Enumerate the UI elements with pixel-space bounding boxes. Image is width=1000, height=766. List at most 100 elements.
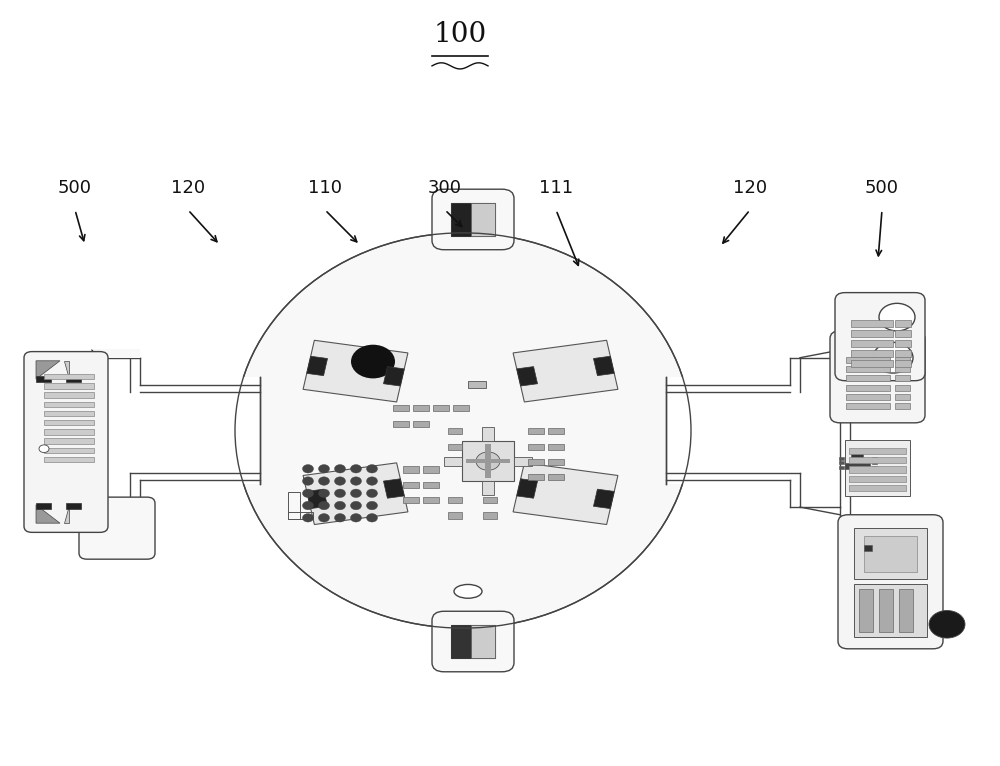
Bar <box>44 383 94 388</box>
Bar <box>393 421 409 427</box>
Circle shape <box>351 345 395 378</box>
Circle shape <box>303 501 314 510</box>
Bar <box>849 448 906 454</box>
Bar <box>44 457 94 462</box>
Bar <box>44 429 94 434</box>
Bar <box>451 625 495 658</box>
Bar <box>448 428 462 434</box>
Circle shape <box>367 513 378 522</box>
Bar <box>851 360 893 367</box>
Circle shape <box>351 501 362 510</box>
Bar <box>895 350 911 357</box>
Bar <box>851 320 893 327</box>
Circle shape <box>351 513 362 522</box>
Bar <box>851 350 893 357</box>
Polygon shape <box>64 505 69 523</box>
Bar <box>895 360 911 367</box>
Bar <box>528 428 544 434</box>
Bar <box>44 392 94 398</box>
Bar <box>485 444 491 478</box>
Bar <box>448 444 462 450</box>
Bar <box>849 485 906 491</box>
Bar <box>513 340 618 402</box>
Bar <box>854 529 927 579</box>
Bar <box>288 492 300 519</box>
Bar <box>895 394 910 400</box>
Bar <box>462 441 514 481</box>
Circle shape <box>351 464 362 473</box>
Circle shape <box>319 501 330 510</box>
Circle shape <box>335 476 346 486</box>
Bar <box>895 375 910 381</box>
Bar <box>36 376 51 382</box>
Circle shape <box>929 611 965 638</box>
Bar <box>851 453 863 463</box>
Bar <box>44 374 94 379</box>
Bar <box>895 340 911 347</box>
FancyBboxPatch shape <box>79 497 155 559</box>
Text: 111: 111 <box>539 178 573 197</box>
Bar <box>593 356 614 375</box>
Bar <box>453 405 469 411</box>
Bar <box>845 440 910 496</box>
Bar <box>846 375 890 381</box>
Bar <box>846 385 890 391</box>
Bar <box>423 466 439 473</box>
Bar <box>879 589 893 632</box>
Polygon shape <box>36 505 60 523</box>
Bar <box>403 497 419 503</box>
Bar <box>471 203 495 236</box>
Bar <box>413 405 429 411</box>
Polygon shape <box>36 361 60 379</box>
Bar <box>872 457 877 460</box>
Circle shape <box>39 445 49 453</box>
Bar <box>548 428 564 434</box>
Bar <box>303 463 408 525</box>
Circle shape <box>476 452 500 470</box>
Bar <box>66 503 81 509</box>
Bar <box>839 461 844 464</box>
Circle shape <box>303 476 314 486</box>
Bar <box>548 444 564 450</box>
Circle shape <box>303 464 314 473</box>
Text: 120: 120 <box>733 178 767 197</box>
Text: 500: 500 <box>865 178 899 197</box>
Bar <box>403 482 419 488</box>
Bar <box>448 512 462 519</box>
Circle shape <box>319 476 330 486</box>
Bar <box>851 340 893 347</box>
Bar <box>66 376 81 382</box>
Bar <box>448 497 462 503</box>
Bar <box>444 457 462 466</box>
Bar <box>854 584 927 637</box>
Bar <box>849 476 906 482</box>
Bar <box>859 589 873 632</box>
Bar <box>483 512 497 519</box>
Bar <box>471 625 495 658</box>
FancyBboxPatch shape <box>24 352 108 532</box>
Bar <box>307 489 328 509</box>
Bar <box>849 457 906 463</box>
Circle shape <box>335 513 346 522</box>
FancyBboxPatch shape <box>432 189 514 250</box>
Bar <box>393 405 409 411</box>
Bar <box>895 320 911 327</box>
Bar <box>528 459 544 465</box>
Bar <box>899 589 913 632</box>
Circle shape <box>335 464 346 473</box>
Bar <box>839 466 844 469</box>
Circle shape <box>335 501 346 510</box>
Bar <box>423 482 439 488</box>
Bar <box>383 479 404 498</box>
Ellipse shape <box>235 233 691 628</box>
Text: 300: 300 <box>428 178 462 197</box>
Bar <box>864 545 872 552</box>
Bar <box>44 411 94 416</box>
Bar <box>895 403 910 409</box>
Bar <box>895 330 911 337</box>
Bar <box>451 625 471 658</box>
Bar <box>845 463 870 469</box>
Bar <box>846 357 890 363</box>
Circle shape <box>303 489 314 498</box>
Text: 110: 110 <box>308 178 342 197</box>
